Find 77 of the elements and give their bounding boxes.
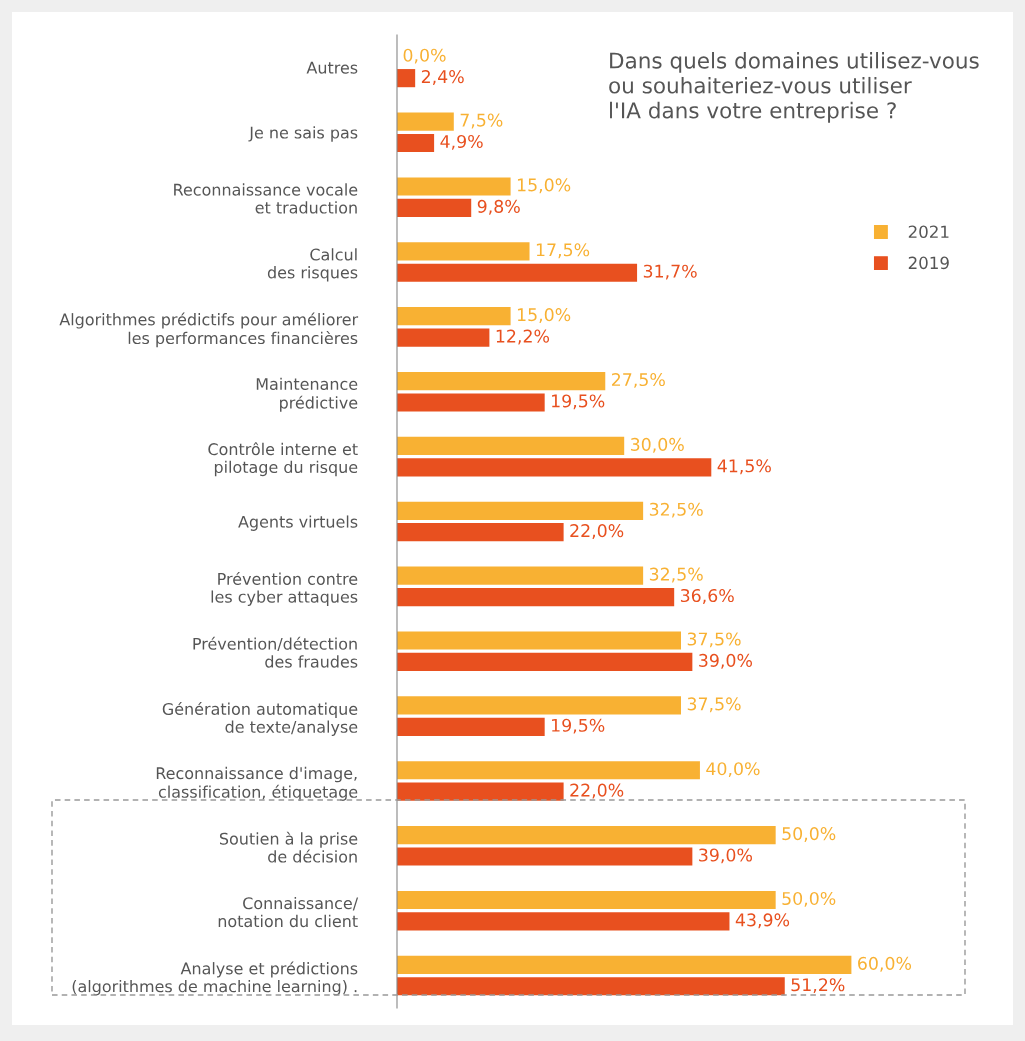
data-label: 50,0% bbox=[782, 827, 836, 842]
data-label: 41,5% bbox=[717, 459, 771, 475]
y-tick-label: Prévention contre les cyber attaques bbox=[211, 571, 358, 606]
legend-label: 2021 bbox=[908, 225, 949, 239]
bar bbox=[397, 890, 776, 910]
data-label: 9,8% bbox=[477, 199, 520, 215]
data-label: 19,5% bbox=[552, 718, 605, 734]
text: Dans quels domaines utilisez-vous ou souhaiteriez-vous utiliser l'IA dans votre entreprise ? bbox=[609, 52, 979, 123]
data-label: 12,2% bbox=[496, 329, 550, 345]
data-label: 36,6% bbox=[680, 588, 734, 604]
y-tick-label: Génération automatique de texte/analyse bbox=[162, 701, 358, 736]
data-label: 37,5% bbox=[687, 697, 741, 713]
bar bbox=[397, 112, 454, 131]
data-label: 32,5% bbox=[649, 502, 703, 518]
bar bbox=[397, 501, 644, 520]
data-label: 17,5% bbox=[536, 243, 590, 259]
y-tick-label: Maintenance prédictive bbox=[256, 377, 358, 412]
bar bbox=[397, 652, 693, 672]
data-label: 30,0% bbox=[630, 437, 684, 453]
data-label: 15,0% bbox=[517, 178, 571, 194]
y-tick-label: Soutien à la prise de décision bbox=[219, 831, 358, 863]
bar bbox=[397, 717, 545, 736]
data-label: 43,9% bbox=[735, 913, 790, 929]
data-label: 40,0% bbox=[706, 762, 760, 778]
bar bbox=[397, 631, 681, 650]
bar bbox=[397, 177, 511, 196]
data-label: 39,0% bbox=[699, 653, 753, 669]
data-label: 39,0% bbox=[699, 848, 753, 864]
bar bbox=[397, 263, 638, 282]
y-tick-label: Contrôle interne et pilotage du risque bbox=[208, 442, 358, 477]
legend-label: 2019 bbox=[908, 256, 949, 270]
data-label: 4,9% bbox=[440, 134, 483, 150]
bar bbox=[397, 955, 852, 974]
y-tick-label: Reconnaissance vocale et traduction bbox=[174, 183, 358, 214]
y-tick-label: Prévention/détection des fraudes bbox=[193, 636, 358, 668]
data-label: 7,5% bbox=[460, 113, 503, 129]
data-label: 15,0% bbox=[517, 308, 571, 324]
y-tick-label: Connaissance/ notation du client bbox=[218, 896, 359, 928]
y-tick-label: Je ne sais pas bbox=[248, 126, 358, 142]
y-tick-label: Agents virtuels bbox=[238, 515, 358, 531]
y-tick-label: Autres bbox=[306, 61, 358, 74]
bar bbox=[397, 307, 511, 326]
data-label: 37,5% bbox=[687, 632, 741, 648]
bar bbox=[397, 458, 712, 477]
data-label: 50,0% bbox=[782, 891, 836, 907]
data-label: 32,5% bbox=[649, 567, 703, 583]
bar bbox=[397, 826, 776, 845]
data-label: 19,5% bbox=[552, 394, 605, 410]
data-label: 27,5% bbox=[611, 372, 665, 388]
bar bbox=[397, 696, 681, 715]
y-tick-label: Analyse et prédictions (algorithmes de machine learning) . bbox=[72, 961, 358, 996]
data-label: 22,0% bbox=[570, 783, 624, 799]
bar bbox=[397, 198, 472, 217]
data-label: 2,4% bbox=[421, 70, 464, 85]
data-label: 51,2% bbox=[791, 978, 845, 994]
bar bbox=[397, 69, 416, 88]
bar bbox=[397, 133, 435, 153]
data-label: 31,7% bbox=[643, 264, 697, 280]
data-label: 22,0% bbox=[570, 524, 624, 540]
data-label: 0,0% bbox=[403, 48, 446, 64]
bar bbox=[397, 436, 625, 456]
bar bbox=[397, 912, 730, 931]
bar bbox=[397, 977, 785, 996]
bar bbox=[397, 566, 644, 585]
bar bbox=[397, 393, 545, 412]
y-tick-label: Algorithmes prédictifs pour améliorer les performances financières bbox=[59, 312, 359, 348]
y-tick-label: Calcul des risques bbox=[267, 248, 358, 282]
bar bbox=[397, 371, 606, 391]
bar bbox=[397, 328, 490, 347]
bar bbox=[397, 761, 700, 780]
bar bbox=[397, 242, 530, 261]
data-label: 60,0% bbox=[858, 956, 912, 972]
bar bbox=[397, 782, 564, 801]
bar bbox=[397, 847, 693, 866]
bar bbox=[397, 587, 675, 607]
bar bbox=[397, 523, 564, 542]
y-tick-label: Reconnaissance d'image, classification, étiquetage bbox=[156, 766, 358, 801]
